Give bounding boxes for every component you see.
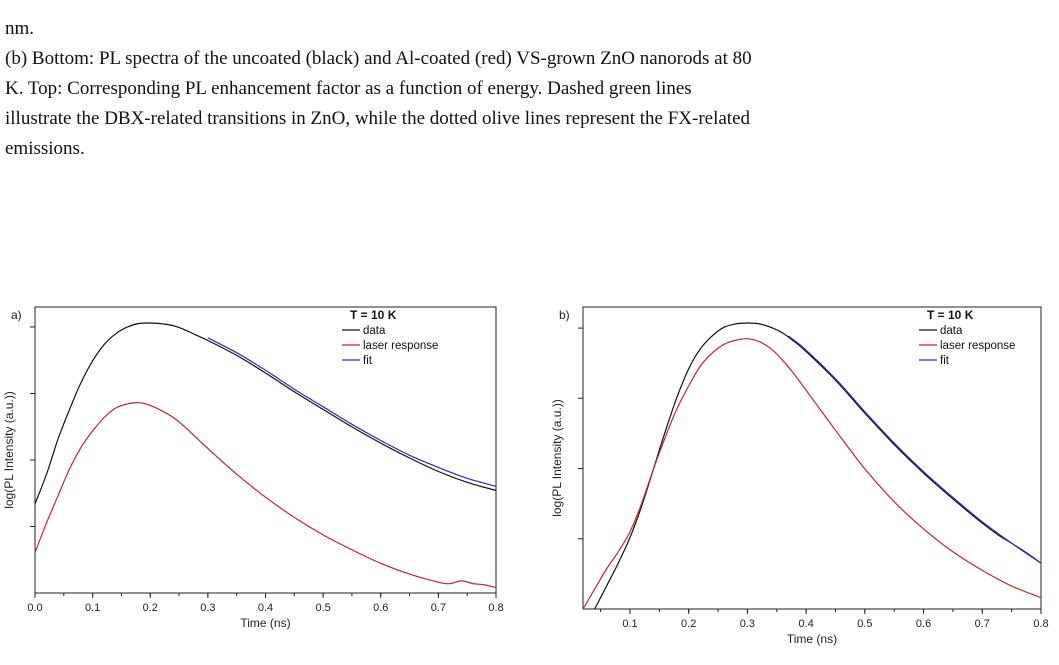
caption-line: emissions. xyxy=(5,138,85,159)
y-axis-label: log(PL Intensity (a.u.)) xyxy=(2,391,16,509)
series-line-laser-response xyxy=(582,338,1042,610)
series-line-fit xyxy=(207,337,497,487)
series-line-fit xyxy=(788,335,1042,564)
plot-frame xyxy=(582,306,1042,610)
x-axis-label: Time (ns) xyxy=(787,632,837,646)
legend-entry-label: laser response xyxy=(363,340,438,352)
series-line-laser-response xyxy=(34,402,497,589)
chart-panel-a: 0.0 0.1 0.2 0.3 0.4 0.5 0.6 0.7 0.8 Time (ns) log(… xyxy=(2,306,504,630)
x-tick-label: 0.3 xyxy=(200,602,215,614)
legend-entry-label: data xyxy=(940,325,963,337)
caption-line: (b) Bottom: PL spectra of the uncoated (… xyxy=(5,48,752,69)
x-tick-label: 0.8 xyxy=(488,602,503,614)
x-tick-label: 0.8 xyxy=(1033,618,1048,630)
x-tick-label: 0.5 xyxy=(315,602,330,614)
x-tick-label: 0.7 xyxy=(975,618,990,630)
panel-label: b) xyxy=(559,308,570,322)
x-tick-label: 0.6 xyxy=(373,602,388,614)
caption-line: K. Top: Corresponding PL enhancement fac… xyxy=(5,78,692,99)
series-line-data xyxy=(34,322,497,505)
x-tick-label: 0.4 xyxy=(258,602,273,614)
x-tick-label: 0.6 xyxy=(916,618,931,630)
x-tick-label: 0.2 xyxy=(681,618,696,630)
x-axis-label: Time (ns) xyxy=(240,616,290,630)
legend-entry-label: laser response xyxy=(940,340,1015,352)
caption-line: nm. xyxy=(5,18,35,39)
x-tick-label: 0.1 xyxy=(622,618,637,630)
legend-entry-label: fit xyxy=(940,355,950,367)
x-tick-label: 0.0 xyxy=(27,602,42,614)
y-axis-label: log(PL Intensity (a.u.)) xyxy=(550,399,564,517)
x-tick-label: 0.3 xyxy=(740,618,755,630)
x-tick-label: 0.2 xyxy=(143,602,158,614)
legend-title: T = 10 K xyxy=(927,308,974,322)
panel-label: a) xyxy=(11,308,22,322)
x-tick-label: 0.1 xyxy=(85,602,100,614)
legend-title: T = 10 K xyxy=(350,308,397,322)
x-tick-label: 0.7 xyxy=(431,602,446,614)
legend-entry-label: data xyxy=(363,325,386,337)
x-tick-label: 0.4 xyxy=(798,618,813,630)
figure-caption: nm. (b) Bottom: PL spectra of the uncoat… xyxy=(5,0,1045,164)
x-tick-label: 0.5 xyxy=(857,618,872,630)
chart-panel-b: 0.1 0.2 0.3 0.4 0.5 0.6 0.7 0.8 Time (ns) log(PL … xyxy=(550,306,1049,646)
legend-entry-label: fit xyxy=(363,355,373,367)
caption-line: illustrate the DBX-related transitions i… xyxy=(5,108,751,129)
